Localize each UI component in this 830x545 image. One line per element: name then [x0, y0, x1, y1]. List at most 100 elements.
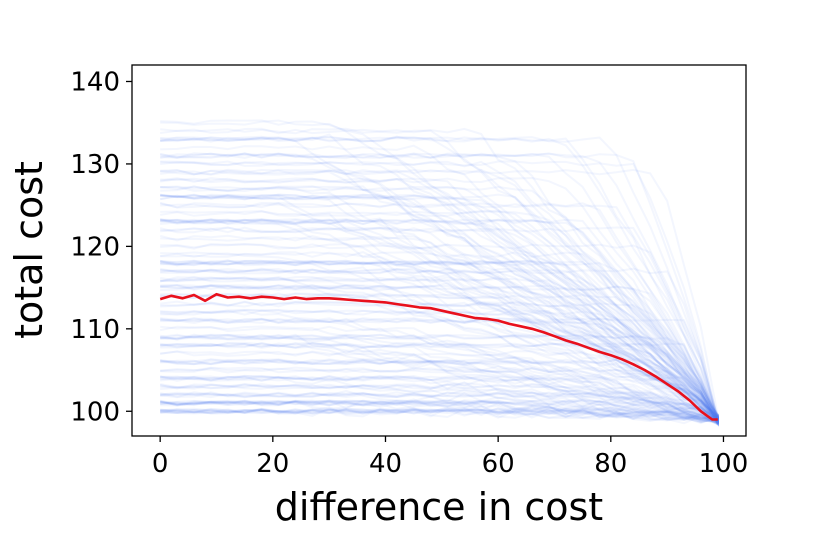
background-series-line: [160, 342, 719, 423]
background-series-line: [160, 341, 719, 420]
background-series-line: [160, 218, 719, 420]
background-series-line: [160, 218, 719, 427]
background-series-line: [160, 341, 719, 420]
background-series-line: [160, 397, 719, 420]
background-series-line: [160, 407, 719, 425]
background-series-line: [160, 127, 719, 424]
background-series-line: [160, 383, 719, 424]
background-series-line: [160, 284, 719, 420]
background-series-line: [159, 407, 719, 424]
background-series-line: [160, 218, 719, 423]
x-tick-label: 20: [256, 449, 289, 479]
y-tick-label: 140: [70, 67, 120, 97]
x-tick-label: 60: [482, 449, 515, 479]
background-series-line: [160, 292, 719, 426]
background-series-line: [160, 399, 719, 422]
background-series-line: [159, 276, 719, 420]
background-series-line: [160, 374, 719, 420]
background-series-line: [160, 366, 719, 420]
background-series-line: [159, 399, 719, 424]
background-series-line: [160, 391, 719, 420]
background-series-line: [160, 193, 719, 427]
background-series-line: [160, 177, 719, 423]
background-series-line: [160, 168, 719, 420]
background-series-line: [160, 160, 719, 420]
background-series-line: [160, 218, 719, 420]
background-series-line: [160, 341, 719, 420]
background-series-line: [160, 300, 719, 424]
background-series-line: [160, 383, 719, 426]
background-series-line: [160, 193, 719, 425]
background-series-line: [160, 218, 719, 425]
background-series-line: [160, 210, 719, 421]
background-series-line: [160, 374, 719, 420]
y-tick-label: 120: [70, 232, 120, 262]
background-series-line: [160, 282, 719, 427]
background-series-line: [160, 193, 719, 420]
background-series-line: [160, 407, 719, 425]
background-series-line: [160, 333, 719, 420]
background-series-line: [160, 135, 719, 425]
background-series-line: [160, 407, 719, 422]
x-tick-label: 40: [369, 449, 402, 479]
background-series-line: [160, 176, 719, 420]
background-series-line: [160, 399, 719, 426]
background-series-line: [160, 334, 719, 420]
background-series-line: [160, 399, 719, 422]
x-axis-label: difference in cost: [275, 485, 603, 529]
background-series-line: [160, 193, 719, 420]
background-series-line: [160, 342, 719, 427]
background-series-line: [160, 350, 719, 420]
background-series-line: [160, 144, 719, 420]
background-series-line: [160, 185, 719, 420]
background-series-line: [160, 300, 719, 425]
background-series-line: [160, 406, 719, 423]
background-series-line: [160, 358, 719, 422]
background-series-line: [160, 267, 719, 420]
background-series-line: [160, 358, 719, 425]
background-series-line: [159, 201, 719, 420]
background-series-line: [160, 407, 719, 423]
background-series-line: [160, 333, 719, 420]
background-series-line: [160, 408, 719, 424]
background-series-line: [160, 366, 719, 420]
background-series-line: [160, 399, 719, 423]
mean-series-line: [159, 292, 718, 421]
background-series-line: [160, 374, 719, 420]
background-series-line: [160, 317, 719, 421]
background-series-line: [160, 405, 719, 421]
background-series-line: [160, 284, 719, 421]
background-series-line: [160, 366, 719, 420]
background-series-line: [159, 260, 719, 420]
background-series-line: [160, 382, 719, 422]
background-series-line: [160, 275, 719, 420]
background-series-line: [160, 259, 719, 420]
background-series-line: [160, 193, 719, 427]
background-series-line: [160, 153, 719, 427]
background-series-line: [159, 234, 719, 424]
background-series-line: [160, 177, 719, 425]
background-series-line: [160, 334, 719, 424]
background-series-line: [160, 391, 719, 425]
background-series-line: [160, 317, 719, 420]
background-series-line: [160, 400, 719, 425]
x-tick-label: 100: [699, 449, 749, 479]
background-series-line: [160, 333, 719, 420]
background-series-line: [160, 399, 719, 424]
background-series-line: [160, 284, 719, 423]
background-series-line: [160, 374, 719, 422]
background-series-line: [160, 218, 719, 425]
background-series-line: [160, 333, 719, 420]
background-series-line: [159, 136, 719, 420]
background-series-line: [160, 168, 719, 428]
background-series-line: [160, 399, 719, 421]
background-series-line: [160, 169, 719, 420]
y-tick-label: 100: [70, 397, 120, 427]
background-series-line: [160, 243, 719, 427]
background-series-line: [160, 119, 719, 424]
background-series-line: [160, 160, 719, 423]
background-series-line: [160, 194, 719, 426]
background-series-line: [160, 276, 719, 420]
background-series-line: [160, 185, 719, 421]
